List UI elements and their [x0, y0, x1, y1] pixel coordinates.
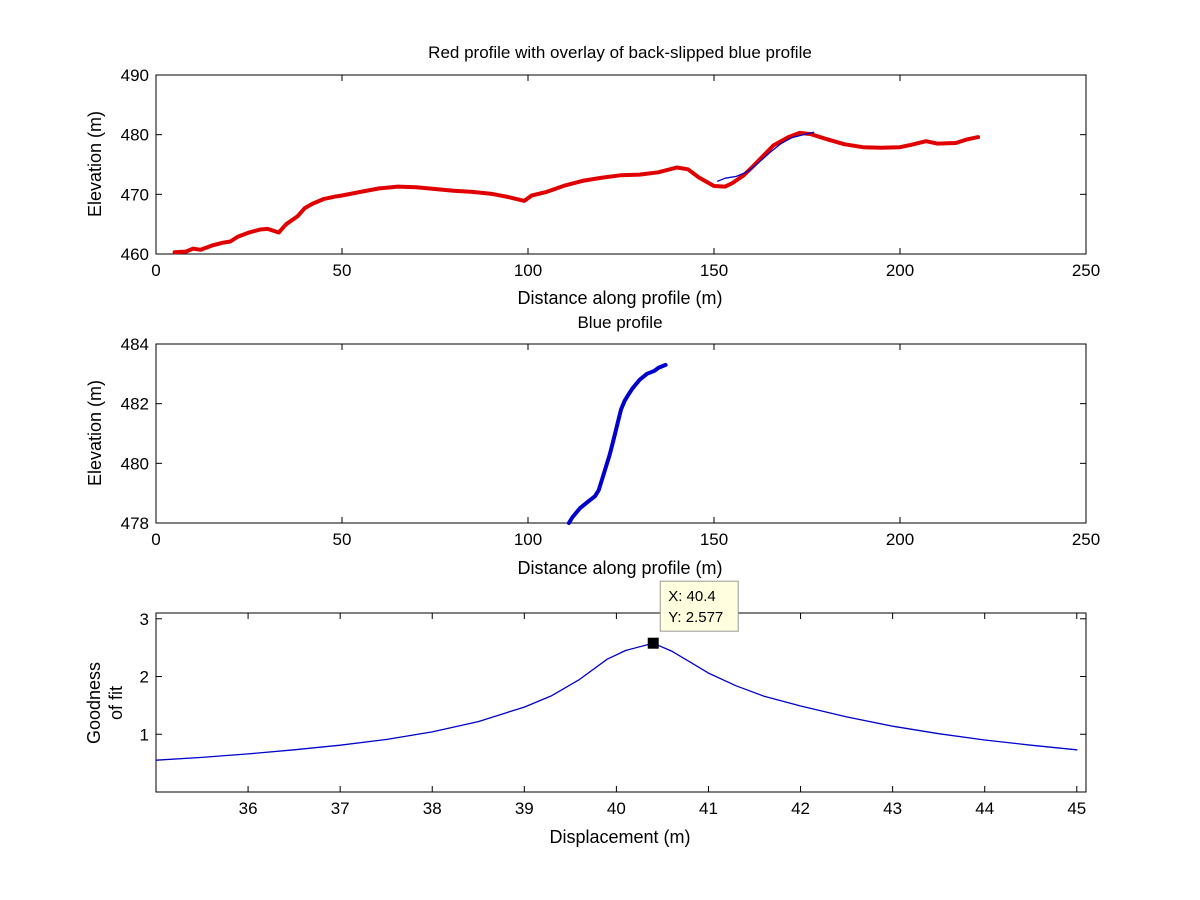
x-tick-label: 45	[1067, 799, 1086, 818]
x-tick-label: 100	[514, 261, 542, 280]
x-tick-label: 250	[1072, 530, 1100, 549]
panel-2-ticks: 0 50 100 150 200 250 478 480 482 484	[121, 335, 1101, 549]
datatip-y-text: Y: 2.577	[668, 609, 723, 626]
series-back-slipped-blue-profile	[717, 131, 815, 182]
panel-3-lines	[155, 642, 1078, 761]
panel-1-ylabel: Elevation (m)	[85, 111, 105, 217]
x-tick-label: 37	[331, 799, 350, 818]
datatip-marker[interactable]	[647, 637, 659, 649]
datatip[interactable]: X: 40.4 Y: 2.577	[647, 580, 739, 649]
panel-3-ticks: 36 37 38 39 40 41 42 43 44 45 1 2 3	[140, 610, 1087, 818]
series-red-profile	[172, 130, 981, 255]
y-tick-label: 470	[121, 185, 149, 204]
y-tick-label: 460	[121, 245, 149, 264]
y-tick-label: 3	[140, 610, 149, 629]
panel-2-xlabel: Distance along profile (m)	[517, 558, 722, 578]
panel-3-xlabel: Displacement (m)	[549, 827, 690, 847]
panel-1-xlabel: Distance along profile (m)	[517, 288, 722, 308]
panel-2-lines	[566, 362, 668, 525]
series-goodness-of-fit	[155, 642, 1078, 761]
panel-1-title: Red profile with overlay of back-slipped…	[428, 43, 812, 62]
y-tick-label: 480	[121, 126, 149, 145]
panel-1-ticks: 0 50 100 150 200 250 460 470 480 490	[121, 66, 1101, 280]
panel-1-axes-box	[155, 74, 1087, 255]
x-tick-label: 200	[886, 530, 914, 549]
x-tick-label: 200	[886, 261, 914, 280]
panel-2-title: Blue profile	[577, 313, 662, 332]
panel-1-lines	[172, 130, 981, 255]
x-tick-label: 100	[514, 530, 542, 549]
x-tick-label: 44	[975, 799, 994, 818]
y-tick-label: 478	[121, 514, 149, 533]
y-tick-label: 1	[140, 725, 149, 744]
x-tick-label: 41	[699, 799, 718, 818]
x-tick-label: 250	[1072, 261, 1100, 280]
panel-2-ylabel: Elevation (m)	[85, 380, 105, 486]
panel-3-goodness-of-fit: 36 37 38 39 40 41 42 43 44 45 1 2 3 Displacement (m)…	[84, 580, 1087, 847]
x-tick-label: 39	[515, 799, 534, 818]
y-tick-label: 484	[121, 335, 149, 354]
x-tick-label: 40	[607, 799, 626, 818]
y-tick-label: 2	[140, 668, 149, 687]
series-blue-profile	[566, 362, 668, 525]
x-tick-label: 0	[151, 261, 160, 280]
y-tick-label: 490	[121, 66, 149, 85]
y-tick-label: 482	[121, 395, 149, 414]
y-tick-label: 480	[121, 454, 149, 473]
panel-3-ylabel-line-2: of fit	[106, 686, 126, 720]
x-tick-label: 50	[333, 530, 352, 549]
datatip-box[interactable]	[659, 580, 739, 632]
x-tick-label: 150	[700, 261, 728, 280]
panel-3-axes-box	[155, 612, 1087, 793]
panel-1-red-profile: Red profile with overlay of back-slipped…	[85, 43, 1100, 308]
panel-3-ylabel-line-1: Goodness	[84, 662, 104, 744]
x-tick-label: 38	[423, 799, 442, 818]
panel-2-axes-box	[155, 343, 1087, 524]
x-tick-label: 0	[151, 530, 160, 549]
x-tick-label: 36	[239, 799, 258, 818]
x-tick-label: 150	[700, 530, 728, 549]
panel-2-blue-profile: Blue profile 0 50 100 150 200 250 478 480 482 484…	[85, 313, 1100, 578]
x-tick-label: 42	[791, 799, 810, 818]
x-tick-label: 43	[883, 799, 902, 818]
x-tick-label: 50	[333, 261, 352, 280]
datatip-x-text: X: 40.4	[668, 588, 716, 605]
